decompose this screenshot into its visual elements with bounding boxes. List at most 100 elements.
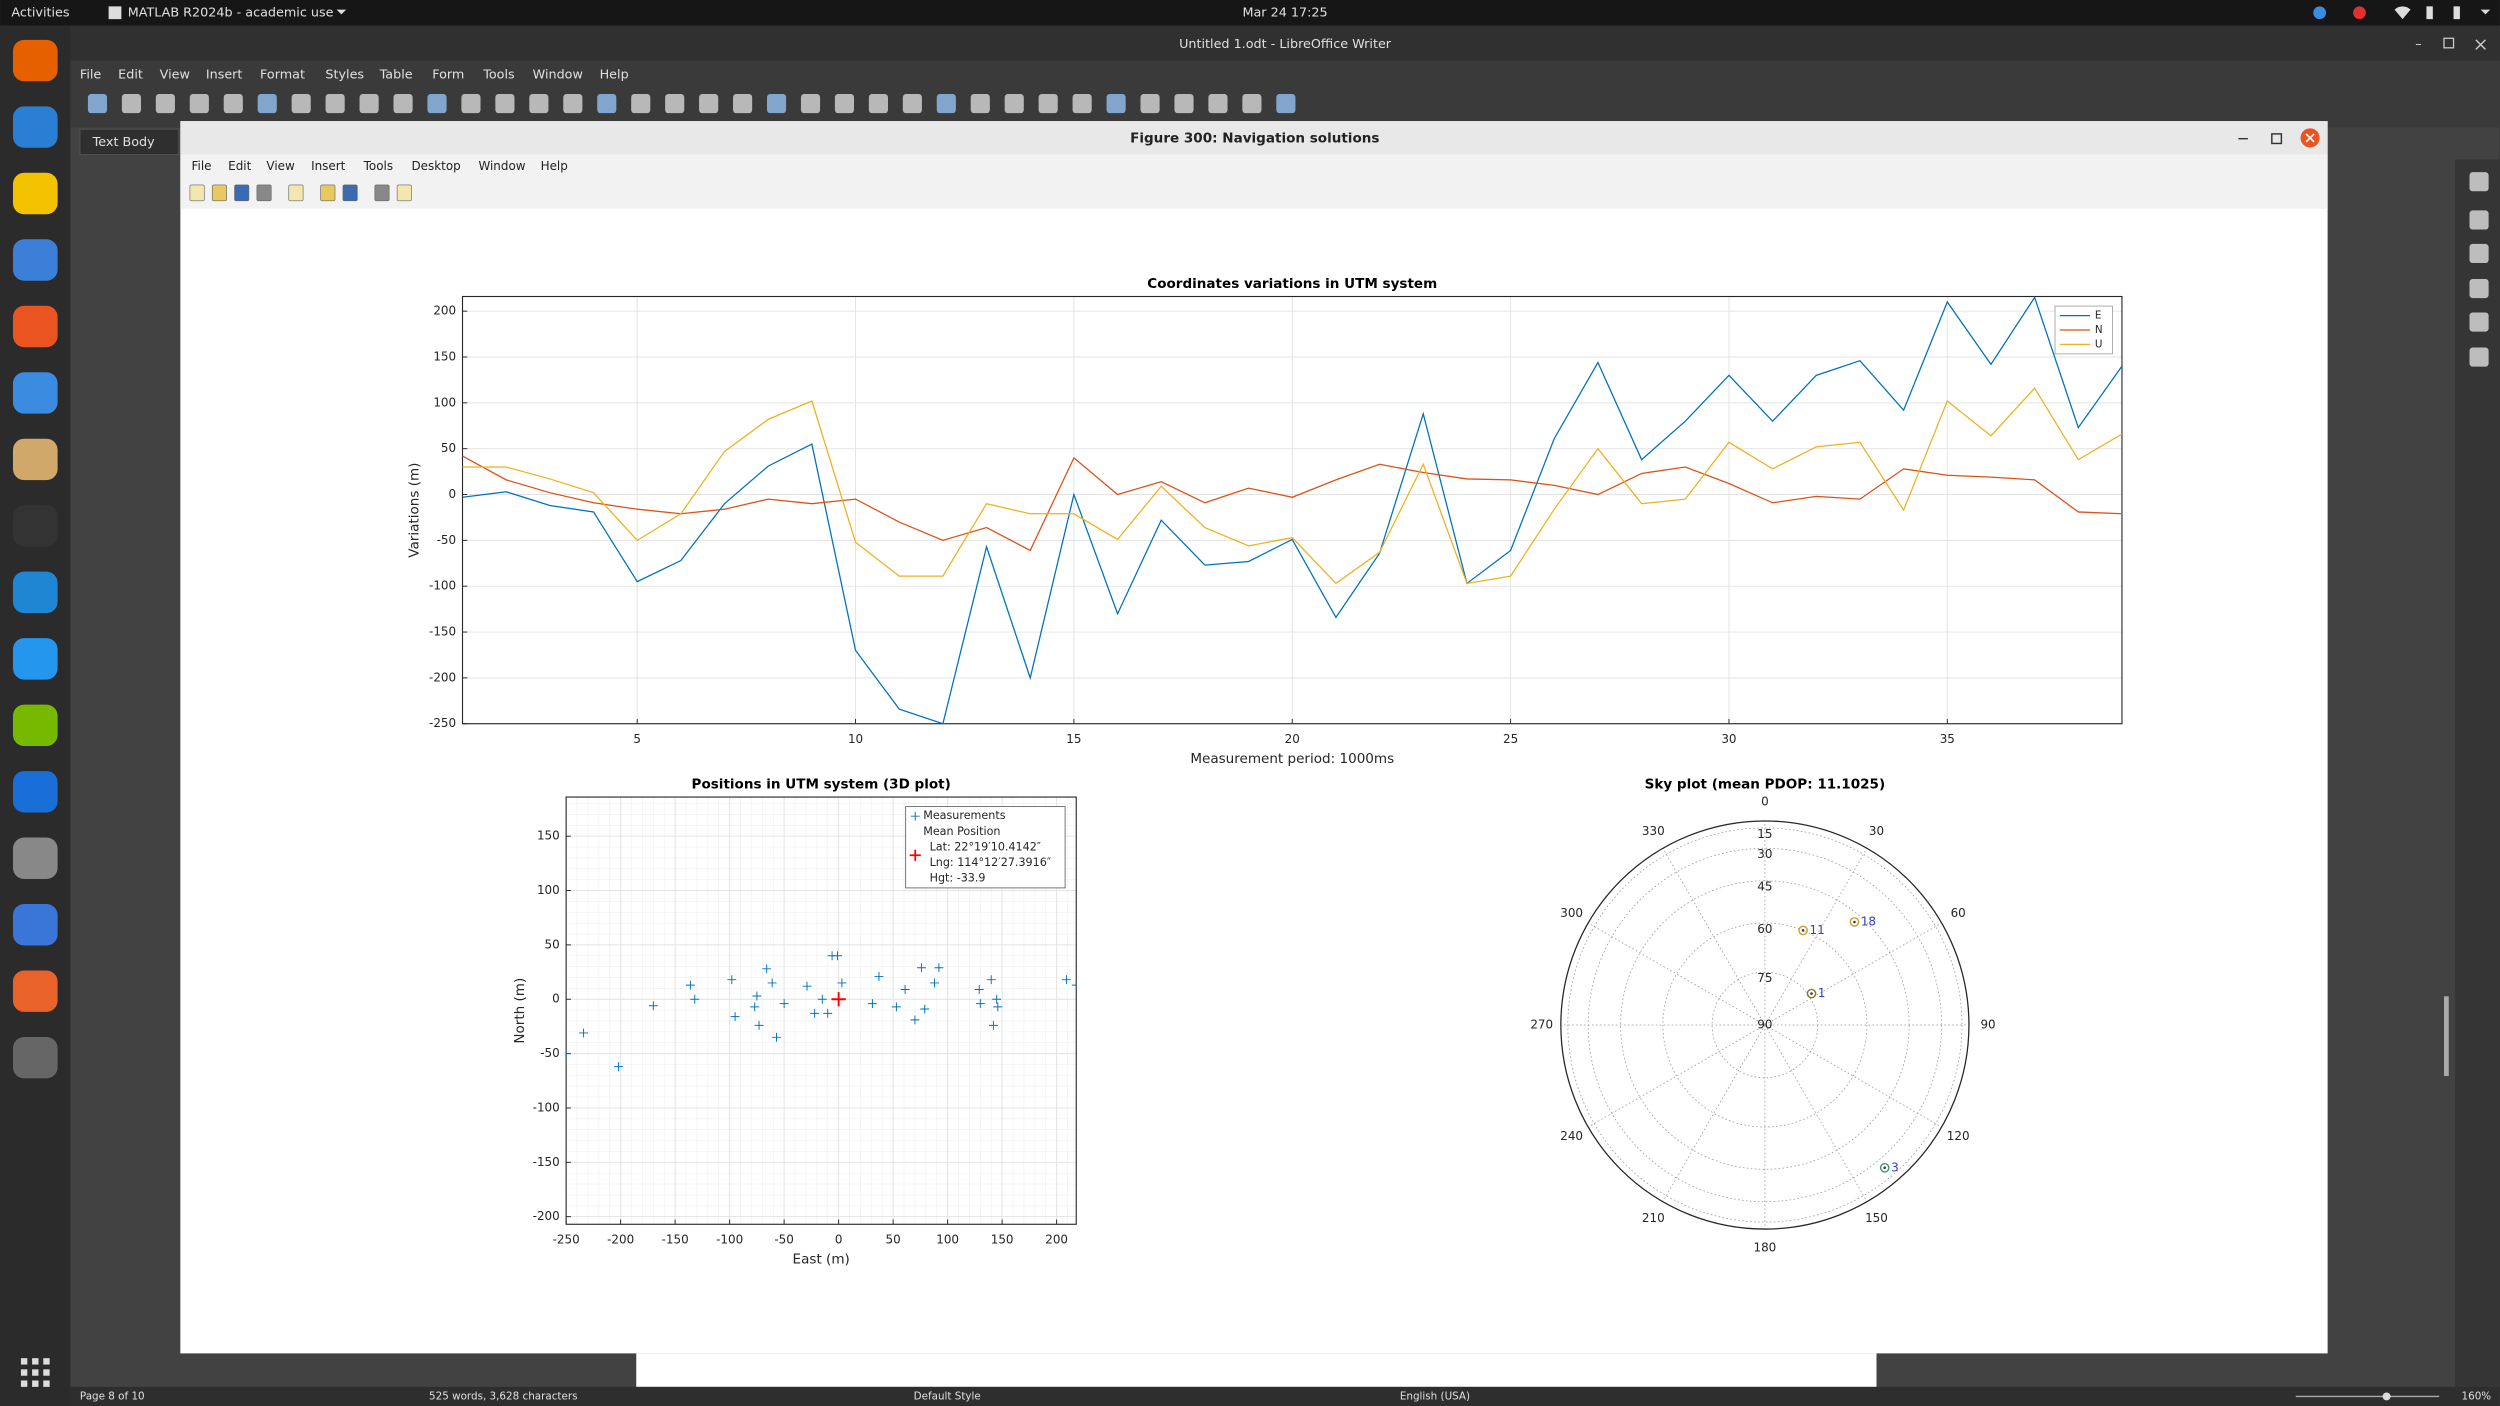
wifi-icon[interactable] (2394, 6, 2411, 20)
dock-app[interactable] (12, 638, 58, 680)
toolbar-icon[interactable] (325, 94, 345, 114)
dock-app[interactable] (12, 372, 58, 414)
status-zoom[interactable]: 160% (2462, 1390, 2492, 1402)
app-grid-dot[interactable] (32, 1358, 39, 1365)
toolbar-icon[interactable] (396, 184, 412, 202)
sidebar-icon[interactable] (2469, 243, 2489, 264)
scrollbar[interactable] (2443, 996, 2449, 1077)
toolbar-icon[interactable] (461, 94, 481, 114)
dock-app[interactable] (12, 172, 58, 215)
dock-app[interactable] (12, 438, 58, 481)
document-page[interactable] (636, 1353, 1877, 1387)
toolbar-icon[interactable] (495, 94, 515, 114)
toolbar-icon[interactable] (970, 94, 990, 114)
toolbar-icon[interactable] (1072, 94, 1092, 114)
toolbar-icon[interactable] (427, 94, 447, 114)
sidebar-icon[interactable] (2469, 312, 2489, 332)
menu-item[interactable]: Help (600, 67, 629, 82)
toolbar-icon[interactable] (291, 94, 311, 114)
menu-item[interactable]: File (80, 67, 101, 82)
toolbar-icon[interactable] (936, 94, 956, 114)
close-button[interactable] (2475, 39, 2486, 50)
volume-icon[interactable] (2426, 6, 2433, 20)
toolbar-icon[interactable] (1276, 94, 1296, 114)
toolbar-icon[interactable] (902, 94, 922, 114)
dock-app[interactable] (12, 704, 58, 747)
sidebar-icon[interactable] (2469, 210, 2489, 230)
status-language[interactable]: English (USA) (1400, 1390, 1470, 1402)
menu-item[interactable]: Tools (363, 159, 393, 173)
toolbar-icon[interactable] (234, 184, 250, 202)
toolbar-icon[interactable] (359, 94, 379, 114)
toolbar-icon[interactable] (155, 94, 175, 114)
app-grid-dot[interactable] (43, 1380, 50, 1387)
zoom-handle[interactable] (2382, 1392, 2391, 1401)
menu-item[interactable]: Edit (228, 159, 251, 173)
dock-app[interactable] (12, 904, 58, 946)
toolbar-icon[interactable] (766, 94, 787, 114)
menu-item[interactable]: Window (533, 67, 583, 82)
battery-icon[interactable] (2453, 6, 2460, 20)
toolbar-icon[interactable] (1004, 94, 1024, 114)
menu-item[interactable]: Window (478, 159, 525, 173)
toolbar-icon[interactable] (121, 94, 141, 114)
toolbar-icon[interactable] (1174, 94, 1194, 114)
toolbar-icon[interactable] (1208, 94, 1228, 114)
app-menu[interactable]: MATLAB R2024b - academic use (128, 5, 334, 20)
toolbar-icon[interactable] (189, 184, 205, 202)
toolbar-icon[interactable] (800, 94, 821, 114)
dock-app[interactable] (12, 106, 58, 148)
paragraph-style[interactable]: Text Body (92, 135, 155, 150)
menu-item[interactable]: View (266, 159, 295, 173)
toolbar-icon[interactable] (374, 184, 390, 202)
dock-app[interactable] (12, 239, 58, 281)
toolbar-icon[interactable] (342, 184, 358, 202)
dock-app[interactable] (12, 771, 58, 813)
dock-app[interactable] (12, 39, 58, 82)
toolbar-icon[interactable] (597, 94, 617, 114)
toolbar-icon[interactable] (733, 94, 753, 114)
clock[interactable]: Mar 24 17:25 (1242, 5, 1327, 20)
dock-app[interactable] (12, 837, 58, 879)
tray-icon[interactable] (2353, 6, 2366, 20)
toolbar-icon[interactable] (87, 94, 108, 114)
toolbar-icon[interactable] (223, 94, 243, 114)
app-grid-dot[interactable] (43, 1358, 50, 1365)
toolbar-icon[interactable] (393, 94, 413, 114)
toolbar-icon[interactable] (868, 94, 888, 114)
sidebar-icon[interactable] (2469, 172, 2489, 192)
toolbar-icon[interactable] (189, 94, 209, 114)
menu-item[interactable]: Format (260, 67, 305, 82)
toolbar-icon[interactable] (699, 94, 719, 114)
app-grid-dot[interactable] (32, 1380, 39, 1387)
app-grid-dot[interactable] (43, 1369, 50, 1376)
dock-app[interactable] (12, 571, 58, 614)
system-menu[interactable] (2480, 9, 2491, 15)
menu-item[interactable]: View (160, 67, 190, 82)
app-grid-dot[interactable] (32, 1369, 39, 1376)
sidebar-icon[interactable] (2469, 278, 2489, 299)
menu-item[interactable]: Desktop (412, 159, 461, 173)
paragraph-style-box[interactable] (79, 128, 180, 156)
toolbar-icon[interactable] (1242, 94, 1262, 114)
app-grid-dot[interactable] (20, 1369, 28, 1376)
toolbar-icon[interactable] (1106, 94, 1126, 114)
menu-item[interactable]: Help (541, 159, 568, 173)
app-grid-dot[interactable] (20, 1358, 28, 1365)
menu-item[interactable]: Form (432, 67, 464, 82)
toolbar-icon[interactable] (631, 94, 651, 114)
dock-app[interactable] (12, 970, 58, 1012)
figure-maximize[interactable] (2271, 133, 2283, 145)
app-grid-dot[interactable] (20, 1380, 28, 1387)
tray-icon[interactable] (2313, 6, 2327, 20)
menu-item[interactable]: Edit (118, 67, 143, 82)
menu-item[interactable]: File (192, 159, 212, 173)
dock-app[interactable] (12, 305, 58, 348)
menu-item[interactable]: Table (379, 67, 413, 82)
toolbar-icon[interactable] (288, 184, 304, 202)
menu-item[interactable]: Insert (206, 67, 243, 82)
toolbar-icon[interactable] (211, 184, 227, 202)
activities[interactable]: Activities (11, 5, 70, 20)
maximize-button[interactable] (2443, 37, 2455, 49)
toolbar-icon[interactable] (257, 94, 277, 114)
